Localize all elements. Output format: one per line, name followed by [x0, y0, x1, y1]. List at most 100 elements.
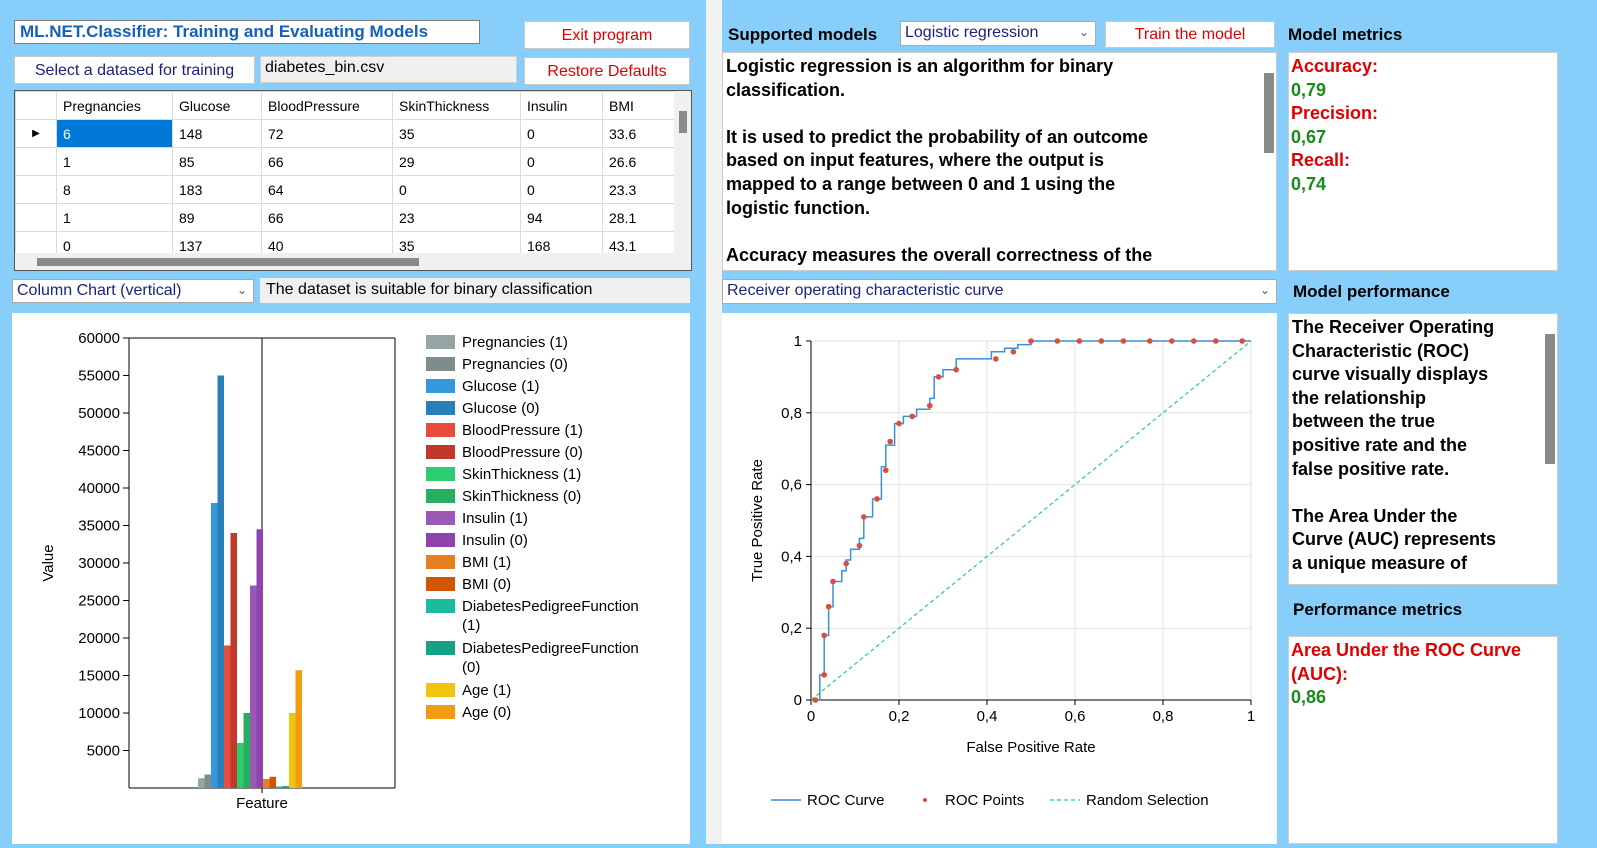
- y-tick-label: 35000: [78, 518, 120, 535]
- row-header[interactable]: [15, 175, 57, 204]
- chevron-down-icon: ⌄: [1078, 25, 1089, 39]
- x-tick-label: 0,4: [977, 708, 998, 725]
- table-cell[interactable]: 64: [261, 175, 393, 204]
- dataset-table: Pregnancies Glucose BloodPressure SkinTh…: [15, 91, 686, 260]
- legend-item: Random Selection: [1050, 792, 1209, 809]
- grid-vertical-scrollbar[interactable]: [674, 91, 691, 253]
- table-cell[interactable]: 0: [392, 175, 521, 204]
- grid-horizontal-scrollbar[interactable]: [15, 253, 691, 270]
- column-header-bmi[interactable]: BMI: [602, 91, 686, 120]
- table-row[interactable]: ▶ 6 148 72 35 0 33.6: [15, 119, 686, 148]
- description-line: between the true: [1292, 411, 1436, 432]
- model-metrics-heading: Model metrics: [1288, 25, 1403, 44]
- model-description-textbox[interactable]: Logistic regression is an algorithm for …: [722, 52, 1277, 271]
- table-cell[interactable]: 26.6: [602, 147, 686, 176]
- column-header-glucose[interactable]: Glucose: [172, 91, 262, 120]
- table-row[interactable]: 8 183 64 0 0 23.3: [15, 175, 686, 204]
- restore-defaults-button[interactable]: Restore Defaults: [524, 57, 690, 85]
- table-cell[interactable]: 183: [172, 175, 262, 204]
- legend-item: Age (1): [426, 682, 511, 699]
- train-model-button[interactable]: Train the model: [1105, 21, 1275, 48]
- exit-button[interactable]: Exit program: [524, 21, 690, 49]
- description-line: Characteristic (ROC): [1292, 340, 1470, 361]
- table-cell[interactable]: 23: [392, 203, 521, 232]
- bar-pregnancies-0: [204, 774, 211, 788]
- feature-bar-chart: 5000 10000 15000 20000 25000 30000 35000 40000 4…: [40, 330, 639, 812]
- roc-point: [830, 578, 836, 585]
- description-line: based on input features, where the outpu…: [726, 150, 1105, 171]
- y-tick-label: 0,2: [781, 620, 802, 637]
- roc-point: [825, 603, 832, 610]
- legend-swatch: [426, 445, 455, 459]
- description-line: [1292, 481, 1554, 505]
- description-line: [726, 102, 1273, 126]
- performance-chart-select[interactable]: Receiver operating characteristic curve …: [722, 279, 1277, 304]
- legend-swatch: [426, 489, 455, 503]
- legend-label: DiabetesPedigreeFunction (1): [462, 598, 639, 634]
- roc-point: [1028, 338, 1034, 344]
- y-axis-label: Value: [40, 544, 57, 581]
- legend-swatch: [426, 705, 455, 719]
- recall-value: 0,74: [1291, 173, 1327, 194]
- table-cell[interactable]: 33.6: [602, 119, 686, 148]
- grid-horizontal-scroll-thumb[interactable]: [37, 258, 419, 266]
- grid-vertical-scroll-thumb[interactable]: [679, 111, 687, 133]
- dataset-grid[interactable]: Pregnancies Glucose BloodPressure SkinTh…: [14, 90, 692, 271]
- description-line: [726, 220, 1273, 244]
- auc-label-line-2: (AUC):: [1291, 663, 1348, 684]
- table-cell[interactable]: 85: [172, 147, 262, 176]
- bar-insulin-1: [250, 585, 257, 788]
- table-cell[interactable]: 8: [56, 175, 173, 204]
- table-cell[interactable]: 66: [261, 203, 393, 232]
- column-header-insulin[interactable]: Insulin: [520, 91, 603, 120]
- y-tick-label: 0,8: [781, 405, 802, 422]
- table-cell[interactable]: 148: [172, 119, 262, 148]
- select-dataset-button[interactable]: Select a datased for training: [14, 56, 255, 84]
- roc-point: [1120, 338, 1127, 344]
- legend-item: BloodPressure (1): [426, 422, 583, 439]
- roc-point: [843, 560, 849, 567]
- table-cell[interactable]: 29: [392, 147, 521, 176]
- chart-type-select[interactable]: Column Chart (vertical) ⌄: [12, 279, 254, 303]
- table-cell[interactable]: 35: [392, 119, 521, 148]
- performance-description-text: The Receiver Operating Characteristic (RO…: [1292, 316, 1554, 576]
- table-cell[interactable]: 0: [520, 175, 603, 204]
- column-header-pregnancies[interactable]: Pregnancies: [56, 91, 173, 120]
- legend-swatch: [426, 511, 455, 525]
- roc-point: [935, 374, 942, 380]
- app-title: ML.NET.Classifier: Training and Evaluati…: [14, 20, 480, 44]
- y-tick-label: 45000: [78, 443, 120, 460]
- column-header-bloodpressure[interactable]: BloodPressure: [261, 91, 393, 120]
- dataset-filename-field[interactable]: diabetes_bin.csv: [260, 56, 517, 83]
- description-line: Logistic regression is an algorithm for …: [726, 56, 1114, 76]
- legend-swatch: [426, 401, 455, 415]
- legend-swatch: [426, 335, 455, 349]
- description-line: classification.: [726, 79, 846, 100]
- table-cell[interactable]: 72: [261, 119, 393, 148]
- legend-swatch: [426, 357, 455, 371]
- table-cell[interactable]: 89: [172, 203, 262, 232]
- column-header-skinthickness[interactable]: SkinThickness: [392, 91, 521, 120]
- table-cell[interactable]: 1: [56, 203, 173, 232]
- table-cell[interactable]: 1: [56, 147, 173, 176]
- model-select[interactable]: Logistic regression ⌄: [900, 21, 1096, 46]
- row-selector-icon[interactable]: ▶: [15, 119, 57, 148]
- performance-description-textbox[interactable]: The Receiver Operating Characteristic (RO…: [1288, 313, 1558, 585]
- legend-swatch: [426, 533, 455, 547]
- table-row[interactable]: 1 89 66 23 94 28.1: [15, 203, 686, 232]
- row-header[interactable]: [15, 203, 57, 232]
- x-tick-label: 0,8: [1153, 708, 1174, 725]
- model-description-scroll-thumb[interactable]: [1264, 73, 1274, 153]
- table-cell[interactable]: 0: [520, 119, 603, 148]
- performance-description-scroll-thumb[interactable]: [1545, 334, 1555, 464]
- row-header[interactable]: [15, 147, 57, 176]
- table-cell[interactable]: 66: [261, 147, 393, 176]
- y-tick-label: 10000: [78, 705, 120, 722]
- table-cell[interactable]: 28.1: [602, 203, 686, 232]
- table-cell[interactable]: 6: [56, 119, 173, 148]
- table-row[interactable]: 1 85 66 29 0 26.6: [15, 147, 686, 176]
- legend-label: Pregnancies (1): [462, 334, 568, 351]
- description-line: The Area Under the: [1292, 505, 1458, 526]
- table-cell[interactable]: 94: [520, 203, 603, 232]
- table-cell[interactable]: 0: [520, 147, 603, 176]
